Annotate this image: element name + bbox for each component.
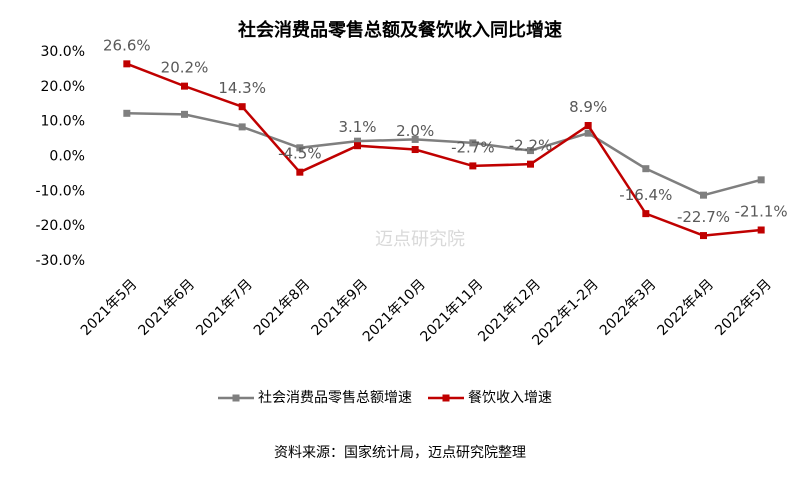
point-marker bbox=[469, 162, 477, 170]
point-marker bbox=[238, 103, 246, 111]
point-marker bbox=[584, 121, 592, 129]
point-marker bbox=[411, 146, 419, 154]
data-label: -22.7% bbox=[677, 208, 730, 226]
x-tick-label: 2022年4月 bbox=[655, 276, 718, 339]
legend-marker bbox=[232, 394, 240, 402]
y-tick-label: 10.0% bbox=[41, 114, 85, 130]
point-marker bbox=[527, 160, 534, 168]
point-marker bbox=[296, 144, 304, 152]
y-tick-label: 30.0% bbox=[41, 44, 85, 60]
data-label: 26.6% bbox=[103, 36, 151, 54]
data-label: -4.5% bbox=[278, 145, 322, 163]
chart-title: 社会消费品零售总额及餐饮收入同比增速 bbox=[238, 19, 562, 41]
point-marker bbox=[354, 142, 361, 150]
point-marker bbox=[354, 137, 361, 145]
data-label: 20.2% bbox=[161, 59, 209, 77]
point-marker bbox=[469, 139, 477, 147]
point-marker bbox=[181, 82, 188, 90]
y-tick-label: -20.0% bbox=[35, 218, 85, 234]
data-label: -2.2% bbox=[509, 137, 553, 155]
point-marker bbox=[238, 123, 246, 131]
watermark: 迈点研究院 bbox=[375, 229, 465, 250]
series-line bbox=[126, 112, 762, 197]
point-marker bbox=[123, 60, 131, 68]
point-marker bbox=[700, 191, 707, 199]
point-marker bbox=[757, 176, 765, 184]
point-marker bbox=[296, 168, 304, 176]
point-marker bbox=[642, 165, 650, 173]
y-tick-label: -30.0% bbox=[35, 253, 85, 269]
series-line bbox=[126, 62, 762, 237]
data-label: 3.1% bbox=[338, 118, 376, 136]
x-tick-label: 2021年5月 bbox=[78, 276, 141, 339]
y-tick-label: 0.0% bbox=[49, 149, 85, 165]
x-tick-label: 2022年5月 bbox=[712, 276, 775, 339]
data-label: 8.9% bbox=[569, 98, 607, 116]
point-marker bbox=[527, 147, 534, 155]
legend-marker bbox=[442, 394, 450, 402]
point-marker bbox=[757, 226, 765, 234]
x-tick-label: 2021年8月 bbox=[251, 276, 314, 339]
x-tick-label: 2021年7月 bbox=[193, 276, 256, 339]
x-tick-label: 2021年9月 bbox=[309, 276, 372, 339]
legend-label: 社会消费品零售总额增速 bbox=[258, 390, 412, 406]
y-tick-label: 20.0% bbox=[41, 79, 85, 95]
data-label: -16.4% bbox=[619, 186, 672, 204]
point-marker bbox=[123, 109, 131, 117]
x-tick-label: 2022年3月 bbox=[597, 276, 660, 339]
legend-label: 餐饮收入增速 bbox=[468, 390, 552, 406]
point-marker bbox=[584, 129, 592, 137]
source-note: 资料来源：国家统计局，迈点研究院整理 bbox=[274, 444, 526, 461]
point-marker bbox=[642, 210, 650, 218]
data-label: 2.0% bbox=[396, 122, 434, 140]
y-tick-label: -10.0% bbox=[35, 183, 85, 199]
x-tick-label: 2021年6月 bbox=[136, 276, 199, 339]
data-label: -2.7% bbox=[451, 138, 495, 156]
point-marker bbox=[411, 135, 419, 143]
point-marker bbox=[700, 232, 707, 240]
data-label: -21.1% bbox=[735, 202, 788, 220]
data-label: 14.3% bbox=[218, 79, 266, 97]
point-marker bbox=[181, 110, 188, 118]
